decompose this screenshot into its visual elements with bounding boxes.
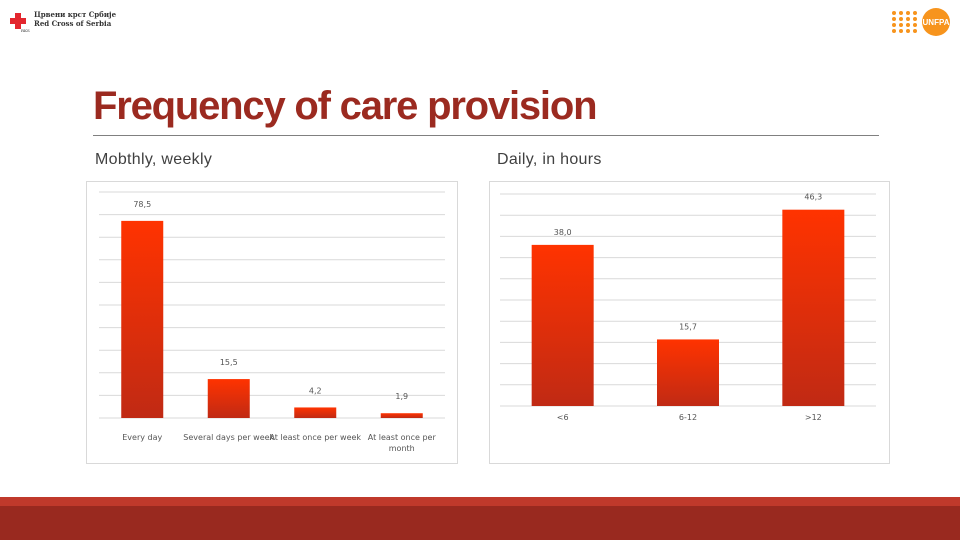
- bar-value-label: 1,9: [395, 392, 408, 401]
- footer-accent-line: [0, 497, 960, 506]
- org-name-serbian: Црвени крст Србије: [34, 10, 117, 19]
- bar-value-label: 46,3: [804, 193, 822, 202]
- page-title: Frequency of care provision: [93, 84, 598, 128]
- un-dots-icon: [892, 11, 918, 33]
- chart-panel-daily-hours: 38,0 <6 15,7 6-12 46,3 >12: [489, 181, 890, 464]
- bar-3: [294, 407, 337, 418]
- bar-2: [657, 339, 719, 406]
- bar-1: [531, 244, 594, 406]
- unfpa-logo: UNFPA: [892, 8, 950, 36]
- subtitle-right: Daily, in hours: [497, 151, 602, 168]
- chart-panel-monthly-weekly: 78,5 Every day 15,5 Several days per week 4,…: [86, 181, 458, 464]
- title-divider: [93, 135, 879, 136]
- bar-value-label: 38,0: [554, 228, 572, 237]
- org-name-english: Red Cross of Serbia: [34, 19, 112, 28]
- chart-monthly-weekly: 78,5 Every day 15,5 Several days per week 4,…: [99, 191, 445, 453]
- unfpa-text: UNFPA: [922, 17, 950, 27]
- unfpa-emblem: UNFPA: [922, 8, 950, 36]
- bar-3: [782, 209, 845, 406]
- red-cross-logo: Црвени крст Србије Red Cross of Serbia R…: [10, 10, 116, 34]
- bar-value-label: 4,2: [309, 386, 322, 395]
- bar-value-label: 15,7: [679, 322, 697, 331]
- bar-value-label: 15,5: [220, 358, 238, 367]
- bar-2: [207, 379, 250, 418]
- category-label: At least once per week: [269, 433, 361, 442]
- red-cross-text: Црвени крст Србије Red Cross of Serbia R…: [21, 10, 117, 34]
- bar-value-label: 78,5: [133, 200, 151, 209]
- bar-1: [121, 220, 164, 418]
- category-label: <6: [557, 413, 569, 422]
- category-label: At least once per month: [368, 433, 437, 453]
- category-label: >12: [805, 413, 822, 422]
- subtitle-left: Mobthly, weekly: [95, 151, 213, 168]
- red-cross-icon: [10, 13, 26, 29]
- category-label: Every day: [122, 433, 162, 442]
- category-label: 6-12: [679, 413, 697, 422]
- org-abbreviation: RKS: [21, 28, 30, 33]
- bar-4: [380, 413, 423, 418]
- category-label: Several days per week: [183, 433, 274, 442]
- chart-daily-hours: 38,0 <6 15,7 6-12 46,3 >12: [500, 193, 876, 422]
